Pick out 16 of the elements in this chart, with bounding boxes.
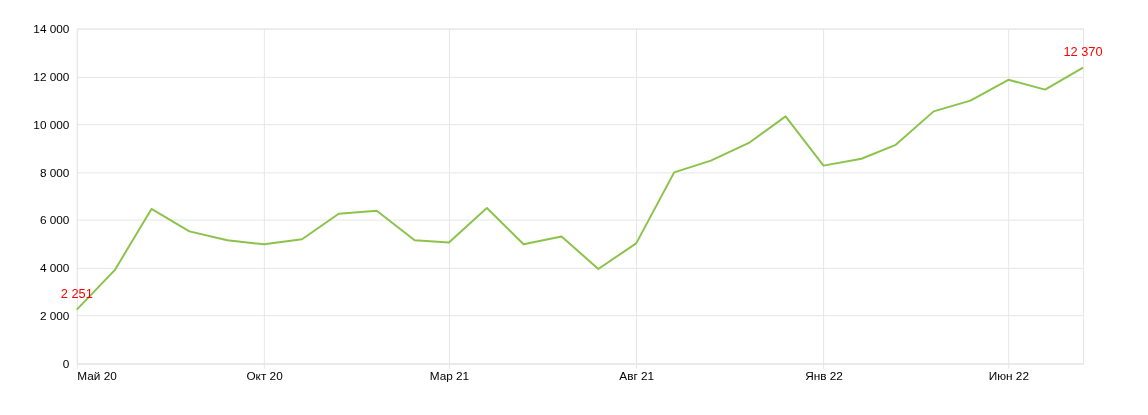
y-tick-label: 2 000 xyxy=(39,309,70,323)
y-tick-label: 4 000 xyxy=(39,261,70,276)
y-tick-label: 8 000 xyxy=(39,165,70,180)
y-tick-label: 6 000 xyxy=(39,213,70,228)
x-tick-label: Мар 21 xyxy=(429,368,470,383)
x-tick-label: Янв 22 xyxy=(805,368,843,383)
y-tick-label: 0 xyxy=(62,356,70,371)
y-tick-label: 14 000 xyxy=(33,22,70,37)
y-tick-label: 10 000 xyxy=(33,117,70,132)
data-label: 12 370 xyxy=(1063,43,1103,59)
x-tick-label: Окт 20 xyxy=(246,368,284,383)
data-label: 2 251 xyxy=(60,285,93,301)
x-tick-label: Июн 22 xyxy=(988,368,1029,383)
x-tick-label: Май 20 xyxy=(77,368,118,383)
x-tick-label: Авг 21 xyxy=(619,368,655,383)
y-tick-label: 12 000 xyxy=(33,69,70,84)
